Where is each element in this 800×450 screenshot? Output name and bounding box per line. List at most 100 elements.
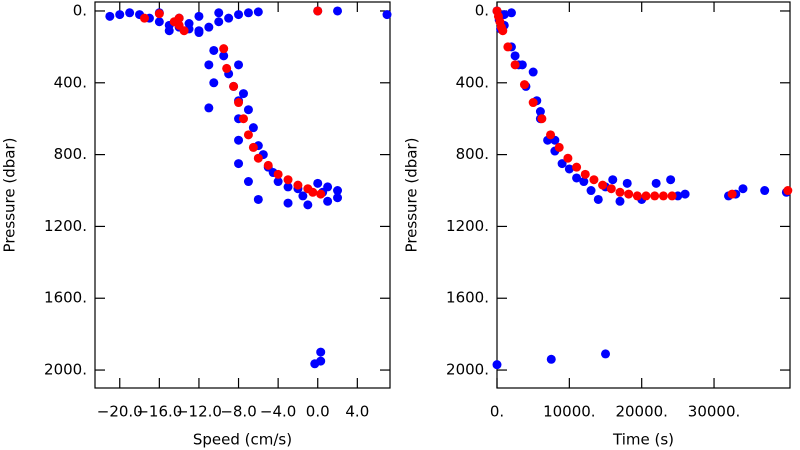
y-tick-label: 0. (475, 1, 489, 19)
data-point (783, 186, 793, 196)
data-point (313, 178, 323, 188)
data-point (243, 177, 253, 187)
data-point (586, 186, 596, 196)
data-point (333, 193, 343, 203)
data-point (219, 44, 229, 54)
data-point (234, 159, 244, 169)
data-point (310, 359, 320, 369)
data-point (554, 142, 564, 152)
data-point (579, 177, 589, 187)
data-point (333, 6, 343, 16)
data-point (234, 10, 244, 20)
y-tick-label: 400. (456, 73, 489, 91)
x-tick-label: −8.0 (220, 403, 256, 421)
data-point (557, 159, 567, 169)
y-tick-label: 800. (456, 145, 489, 163)
data-point (184, 19, 194, 29)
data-point (283, 198, 293, 208)
y-tick-label: 400. (54, 73, 87, 91)
y-axis-label: Pressure (dbar) (403, 138, 421, 253)
data-point (243, 8, 253, 18)
data-point (283, 175, 293, 185)
data-point (510, 51, 520, 61)
data-point (572, 173, 582, 183)
x-tick-label: −16.0 (136, 403, 182, 421)
data-point (243, 130, 253, 140)
data-point (333, 186, 343, 196)
data-point (234, 60, 244, 70)
data-point (253, 7, 263, 17)
y-tick-label: 2000. (446, 361, 489, 379)
y-tick-label: 800. (54, 145, 87, 163)
data-point (537, 114, 547, 124)
data-point (680, 189, 690, 199)
x-axis-label: Speed (cm/s) (193, 431, 292, 449)
data-point (243, 105, 253, 115)
data-point (632, 191, 642, 201)
data-point (727, 189, 737, 199)
x-tick-label: 10000. (543, 403, 596, 421)
data-point (498, 26, 508, 36)
data-point (238, 114, 248, 124)
y-tick-label: 1600. (44, 289, 87, 307)
data-point (204, 103, 214, 113)
y-tick-label: 1600. (446, 289, 489, 307)
data-point (510, 60, 520, 70)
x-tick-label: 0. (490, 403, 504, 421)
data-point (308, 187, 318, 197)
data-point (667, 191, 677, 201)
data-point (651, 178, 661, 188)
data-point (738, 184, 748, 194)
y-axis-label: Pressure (dbar) (1, 138, 19, 253)
data-point (139, 13, 149, 23)
data-point (298, 191, 308, 201)
x-tick-label: 30000. (688, 403, 741, 421)
data-point (563, 153, 573, 163)
data-point (115, 10, 125, 20)
data-point (492, 360, 502, 370)
y-tick-label: 1200. (446, 217, 489, 235)
data-point (234, 135, 244, 145)
data-point (224, 13, 234, 23)
data-point (283, 182, 293, 192)
x-tick-label: −4.0 (260, 403, 296, 421)
data-point (615, 187, 625, 197)
data-point (601, 349, 611, 359)
x-tick-label: 4.0 (345, 403, 369, 421)
data-point (219, 51, 229, 61)
data-point (606, 184, 616, 194)
data-point (650, 191, 660, 201)
data-point (238, 89, 248, 99)
y-tick-label: 1200. (44, 217, 87, 235)
data-point (624, 189, 634, 199)
data-point (179, 26, 189, 36)
data-point (164, 26, 174, 36)
data-point (546, 354, 556, 364)
data-point (273, 169, 283, 179)
data-point (174, 13, 184, 23)
data-point (222, 63, 232, 73)
data-point (248, 142, 258, 152)
plot-frame (496, 1, 791, 389)
plot-frame (94, 1, 391, 389)
data-point (564, 164, 574, 174)
x-axis-label: Time (s) (612, 431, 674, 449)
y-tick-label: 2000. (44, 361, 87, 379)
data-point (214, 17, 224, 27)
data-point (760, 186, 770, 196)
y-tick-label: 0. (73, 1, 87, 19)
data-point (154, 17, 164, 27)
data-point (253, 153, 263, 163)
data-point (528, 98, 538, 108)
data-point (316, 347, 326, 357)
data-point (303, 200, 313, 210)
data-point (528, 67, 538, 77)
data-point (323, 196, 333, 206)
data-point (273, 177, 283, 187)
data-point (598, 180, 608, 190)
data-point (535, 107, 545, 117)
data-point (615, 196, 625, 206)
data-point (125, 8, 135, 18)
data-point (666, 175, 676, 185)
data-point (313, 6, 323, 16)
